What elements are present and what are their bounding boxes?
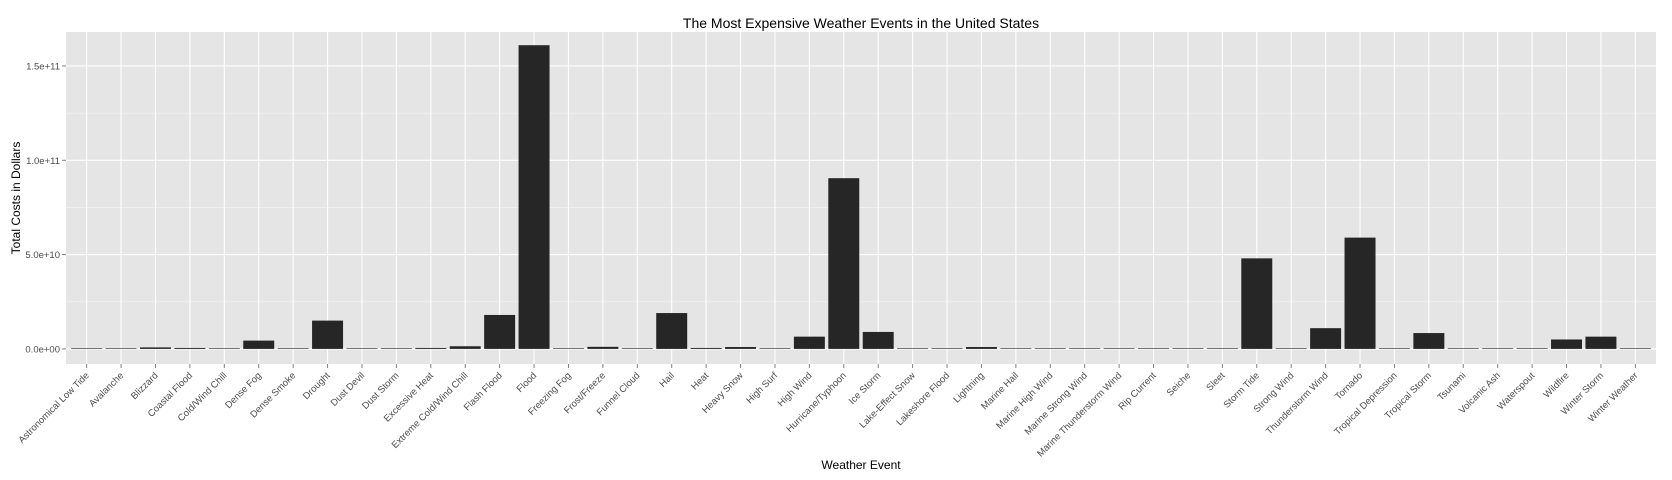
x-tick-label: Astronomical Low Tide xyxy=(16,370,91,445)
bar xyxy=(931,348,963,349)
bar xyxy=(621,348,653,349)
bar xyxy=(965,347,997,349)
bar xyxy=(1172,348,1204,349)
bar xyxy=(518,45,550,349)
bar xyxy=(1275,348,1307,349)
bar xyxy=(174,347,206,349)
bar xyxy=(139,347,171,349)
bar xyxy=(380,348,412,349)
x-tick-label: Tornado xyxy=(1333,370,1365,402)
plot-panel xyxy=(66,32,1656,364)
bar xyxy=(1619,348,1651,349)
bar xyxy=(1206,348,1238,349)
x-tick-label: Lightning xyxy=(952,370,987,405)
bar xyxy=(587,346,619,349)
bar xyxy=(1516,348,1548,349)
bar xyxy=(312,320,344,349)
x-tick-label: Rip Current xyxy=(1117,370,1159,412)
x-tick-label: Tropical Depression xyxy=(1332,370,1399,437)
x-tick-label: Wildfire xyxy=(1541,370,1571,400)
y-tick-label: 0.0e+00 xyxy=(25,344,60,355)
x-tick-label: Waterspout xyxy=(1495,370,1537,412)
bar xyxy=(208,348,240,349)
x-tick-label: Sleet xyxy=(1204,370,1227,393)
bar xyxy=(105,348,137,349)
y-tick-label: 1.0e+11 xyxy=(26,156,60,167)
bar xyxy=(1069,348,1101,349)
y-axis-title: Total Costs in Dollars xyxy=(9,142,23,255)
y-tick-label: 1.5e+11 xyxy=(26,61,60,72)
x-tick-label: High Surf xyxy=(744,370,780,406)
bar xyxy=(759,348,791,349)
bar xyxy=(346,348,378,349)
bar xyxy=(71,348,103,349)
bar xyxy=(1310,328,1342,349)
bar xyxy=(1378,348,1410,349)
bar xyxy=(828,178,860,349)
bar xyxy=(1551,339,1583,349)
bar xyxy=(1000,348,1032,349)
bar xyxy=(449,346,481,349)
x-tick-label: Tsunami xyxy=(1436,370,1469,403)
bar xyxy=(1034,348,1066,349)
bar xyxy=(725,347,757,349)
bar xyxy=(862,331,894,349)
bar xyxy=(1447,348,1479,349)
bar xyxy=(277,348,309,349)
x-tick-label: Blizzard xyxy=(129,370,161,402)
bars xyxy=(71,45,1651,349)
bar xyxy=(1482,348,1514,349)
x-tick-label: Heat xyxy=(689,370,711,392)
x-tick-label: Hurricane/Typhoon xyxy=(784,370,849,435)
bar xyxy=(897,348,929,349)
bar xyxy=(793,336,825,349)
x-tick-label: Thunderstorm Wind xyxy=(1264,370,1331,437)
bar xyxy=(1241,258,1273,349)
y-axis: 0.0e+00 5.0e+10 1.0e+11 1.5e+11 xyxy=(25,61,66,355)
bar xyxy=(415,347,447,349)
x-axis-title: Weather Event xyxy=(821,458,901,472)
x-tick-label: Drought xyxy=(301,370,333,402)
chart-title: The Most Expensive Weather Events in the… xyxy=(683,15,1039,31)
bar xyxy=(690,347,722,349)
major-gridlines xyxy=(66,32,1656,364)
minor-gridlines xyxy=(66,112,1656,303)
bar xyxy=(1344,237,1376,349)
x-tick-label: Hail xyxy=(657,370,676,389)
y-tick-label: 5.0e+10 xyxy=(25,250,60,261)
bar xyxy=(243,340,275,349)
bar xyxy=(484,314,516,349)
bar xyxy=(1138,348,1170,349)
bar xyxy=(1585,336,1617,349)
x-tick-label: Seiche xyxy=(1165,370,1193,398)
bar xyxy=(1413,333,1445,349)
bar xyxy=(656,313,688,349)
x-tick-label: Marine Strong Wind xyxy=(1023,370,1090,437)
bar xyxy=(552,348,584,349)
bar xyxy=(1103,348,1135,349)
x-tick-label: Avalanche xyxy=(87,370,126,409)
x-tick-label: Flood xyxy=(515,370,540,395)
